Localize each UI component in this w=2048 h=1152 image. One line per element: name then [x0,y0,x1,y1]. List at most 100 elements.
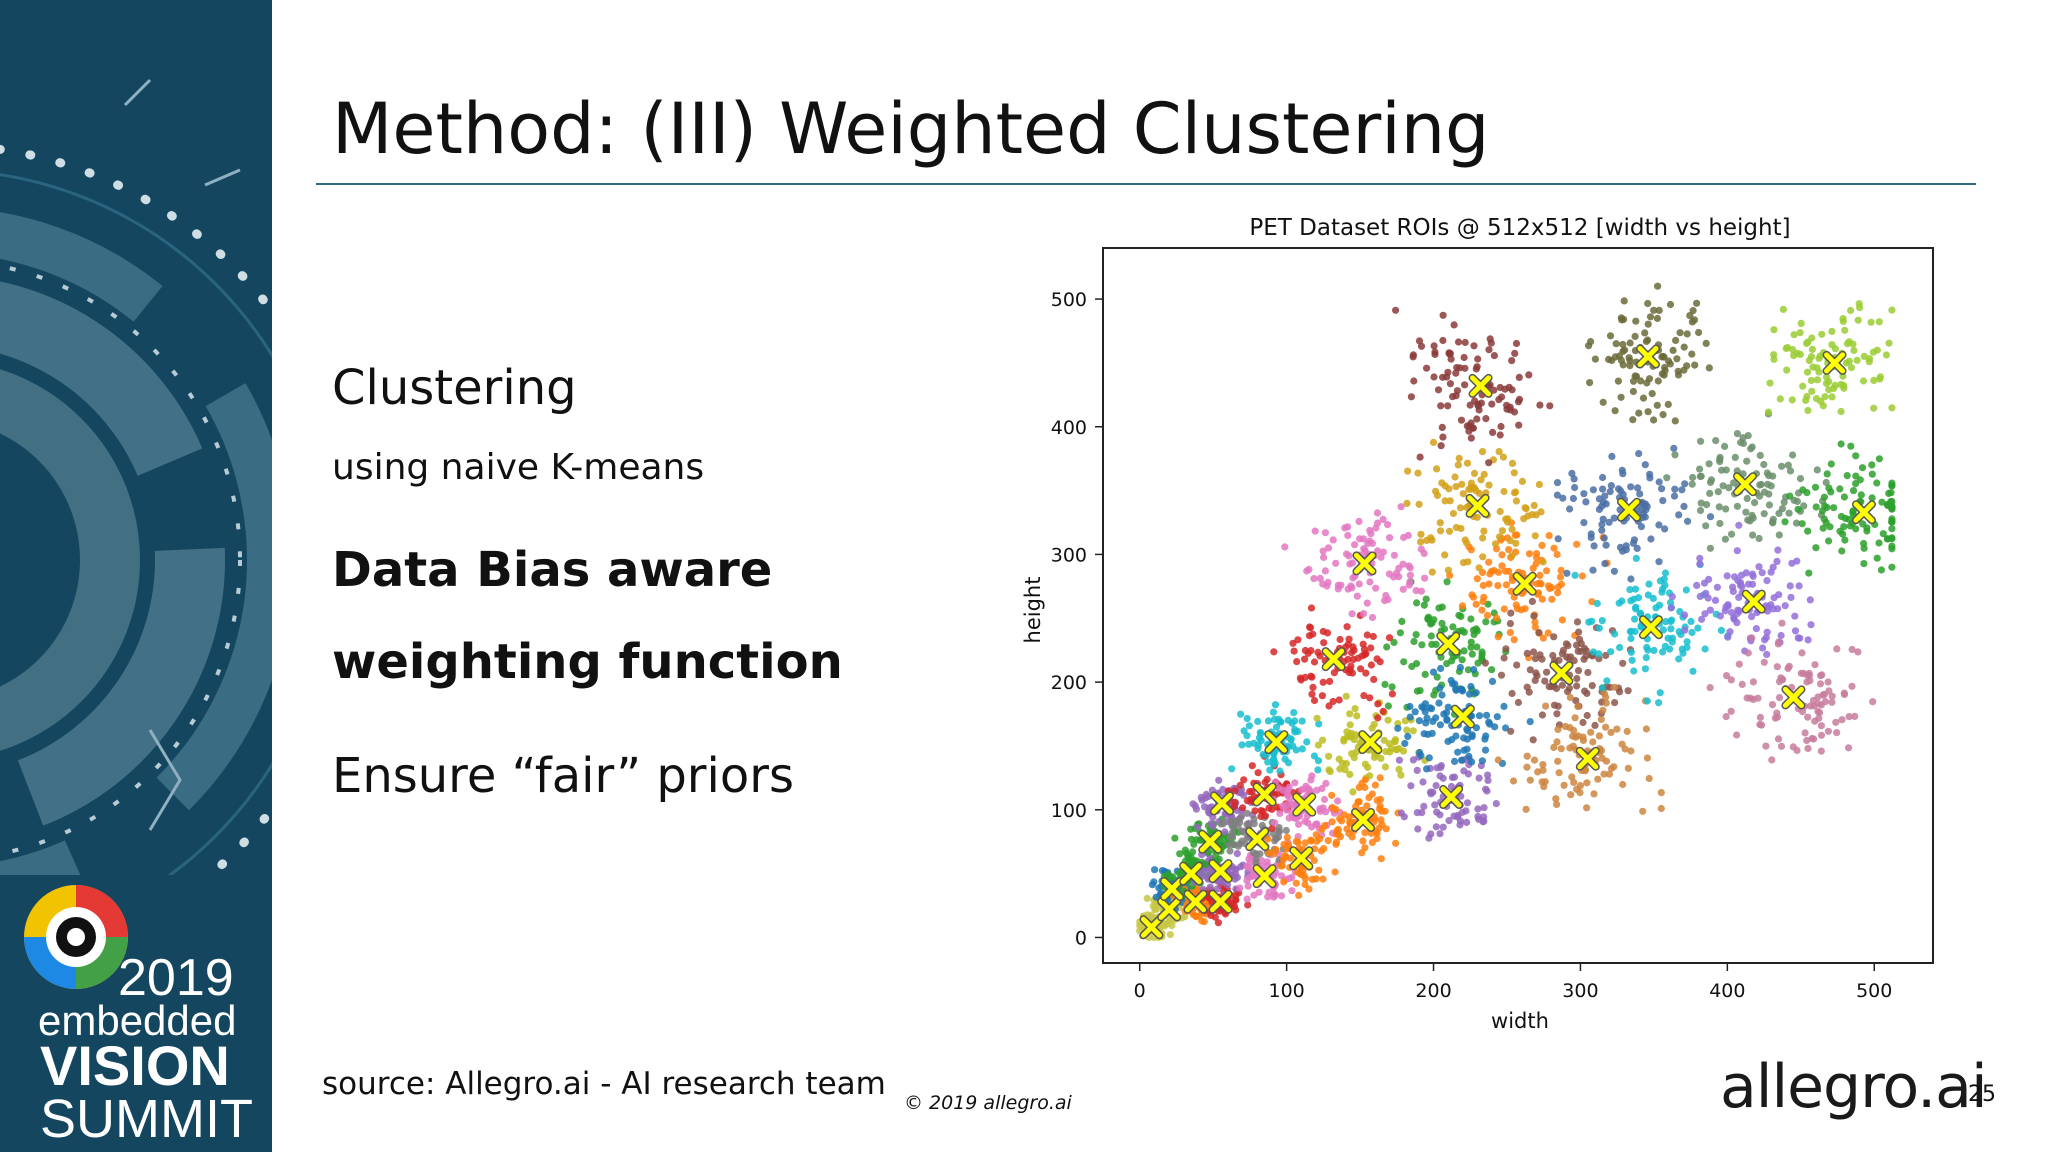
data-point [1794,634,1802,642]
centroid-marker [1179,861,1204,886]
data-point [1641,500,1650,508]
data-point [1342,692,1350,700]
data-point [1470,342,1478,350]
data-point [1334,581,1342,589]
data-point [1622,542,1630,550]
data-point [1313,786,1321,794]
data-point [1840,689,1848,697]
data-point [1448,736,1456,744]
data-point [1316,835,1324,843]
data-point [1335,696,1343,704]
data-point [1845,713,1853,721]
data-point [1381,763,1389,771]
data-point [1595,495,1603,503]
data-point [1670,444,1678,452]
cluster-31-points [1781,440,1896,577]
data-point [1748,613,1756,621]
data-point [1187,835,1195,843]
data-point [1632,605,1640,613]
data-point [1293,658,1301,666]
data-point [1353,592,1361,600]
data-point [1553,738,1561,746]
data-point [1310,658,1319,666]
data-point [1804,713,1812,721]
data-point [1655,699,1663,707]
data-point [1349,788,1357,796]
data-point [1847,442,1855,450]
data-point [1330,669,1338,677]
data-point [1320,845,1328,853]
data-point [1349,574,1357,582]
data-point [1350,646,1358,654]
data-point [1702,339,1710,347]
data-point [1591,355,1599,363]
data-point [1207,820,1215,828]
data-point [1888,518,1896,526]
data-point [1605,518,1613,526]
data-point [1214,919,1222,927]
data-point [1749,678,1757,686]
data-point [1315,866,1323,874]
logo-year: 2019 [118,949,234,1007]
data-point [1650,416,1658,424]
data-point [1716,612,1724,620]
data-point [1332,559,1340,567]
data-point [1716,519,1724,528]
data-point [1494,582,1502,590]
data-point [1594,775,1602,783]
data-point [1507,727,1515,735]
data-point [1735,521,1743,529]
data-point [1467,682,1475,691]
data-point [1313,714,1321,722]
data-point [1727,608,1736,617]
centroid-marker [1352,551,1377,576]
centroid-marker [1264,730,1289,755]
data-point [1715,503,1723,511]
data-point [1417,545,1425,553]
data-point [1683,330,1691,338]
data-point [1230,802,1238,811]
data-point [1362,669,1370,677]
data-point [1805,569,1813,577]
data-point [1321,529,1329,537]
data-point [1587,338,1595,346]
data-point [1452,369,1460,377]
data-point [1457,612,1465,620]
data-point [1837,440,1845,448]
data-point [1885,339,1893,347]
data-point [1763,577,1771,585]
data-point [1707,476,1716,484]
data-point [1288,873,1296,882]
data-point [1777,631,1785,640]
data-point [1689,667,1697,675]
data-point [1875,318,1883,326]
data-point [1764,480,1772,488]
data-point [1388,683,1396,691]
data-point [1379,707,1387,715]
data-point [1656,689,1664,697]
data-point [1637,377,1645,385]
data-point [1689,473,1697,482]
data-point [1432,487,1440,495]
data-point [1568,773,1576,781]
data-point [1452,483,1460,491]
data-point [1612,340,1620,348]
chart-title: PET Dataset ROIs @ 512x512 [width vs hei… [1249,215,1790,241]
data-point [1181,846,1189,854]
data-point [1388,690,1396,698]
data-point [1535,629,1543,637]
data-point [1479,534,1487,542]
data-point [1664,400,1672,408]
data-point [1775,591,1783,599]
data-point [1360,692,1368,700]
data-point [1817,397,1825,405]
data-point [1762,634,1770,642]
centroid-marker [1549,661,1574,686]
scatter-chart: PET Dataset ROIs @ 512x512 [width vs hei… [1021,215,1934,1033]
data-point [1580,490,1588,498]
data-point [1486,335,1494,343]
bullet-kmeans: using naive K-means [332,447,705,488]
data-point [1479,553,1487,561]
data-point [1735,660,1743,668]
data-point [1438,479,1446,487]
